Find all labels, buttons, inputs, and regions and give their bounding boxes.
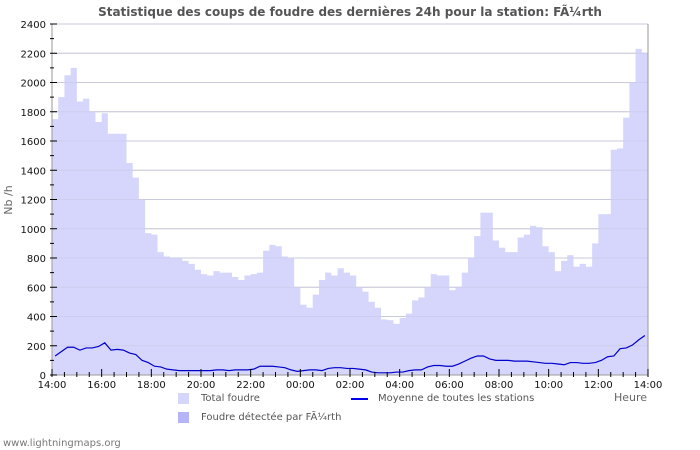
legend-label-average: Moyenne de toutes les stations xyxy=(378,393,535,404)
svg-text:04:00: 04:00 xyxy=(385,380,414,391)
legend-label-total: Total foudre xyxy=(201,393,260,404)
legend-swatch-total xyxy=(178,393,189,404)
axes: 0 200 400 600 800 1000 1200 1400 1600 1800 2000 220… xyxy=(21,20,663,391)
svg-text:600: 600 xyxy=(27,283,46,294)
area-total-foudre xyxy=(52,48,648,376)
legend-total-foudre: Total foudre xyxy=(178,393,260,404)
svg-text:14:00: 14:00 xyxy=(634,380,663,391)
svg-text:18:00: 18:00 xyxy=(137,380,166,391)
plot-areas xyxy=(52,23,648,376)
svg-text:16:00: 16:00 xyxy=(87,380,116,391)
legend-swatch-detected xyxy=(178,412,189,423)
svg-text:08:00: 08:00 xyxy=(485,380,514,391)
legend-average: Moyenne de toutes les stations xyxy=(351,393,534,404)
svg-text:400: 400 xyxy=(27,313,46,324)
svg-text:0: 0 xyxy=(40,371,46,382)
svg-text:1800: 1800 xyxy=(21,108,46,119)
svg-text:1600: 1600 xyxy=(21,137,46,148)
x-axis-title: Heure xyxy=(614,391,647,404)
svg-text:00:00: 00:00 xyxy=(286,380,315,391)
legend-swatch-average xyxy=(351,397,368,400)
footer-source: www.lightningmaps.org xyxy=(3,438,121,449)
legend-detected: Foudre détectée par FÃ¼rth xyxy=(178,412,341,423)
svg-text:800: 800 xyxy=(27,254,46,265)
svg-text:1400: 1400 xyxy=(21,166,46,177)
svg-text:10:00: 10:00 xyxy=(534,380,563,391)
svg-text:2200: 2200 xyxy=(21,49,46,60)
svg-text:02:00: 02:00 xyxy=(336,380,365,391)
svg-text:2000: 2000 xyxy=(21,79,46,90)
svg-text:1200: 1200 xyxy=(21,196,46,207)
legend-label-detected: Foudre détectée par FÃ¼rth xyxy=(201,412,342,423)
chart-title: Statistique des coups de foudre des dern… xyxy=(98,5,602,19)
svg-text:1000: 1000 xyxy=(21,225,46,236)
svg-text:12:00: 12:00 xyxy=(584,380,613,391)
svg-text:200: 200 xyxy=(27,342,46,353)
svg-text:20:00: 20:00 xyxy=(187,380,216,391)
svg-text:14:00: 14:00 xyxy=(38,380,67,391)
svg-text:2400: 2400 xyxy=(21,20,46,31)
svg-text:06:00: 06:00 xyxy=(435,380,464,391)
svg-text:22:00: 22:00 xyxy=(236,380,265,391)
line-average xyxy=(54,335,646,374)
y-axis-title: Nb /h xyxy=(2,185,15,214)
